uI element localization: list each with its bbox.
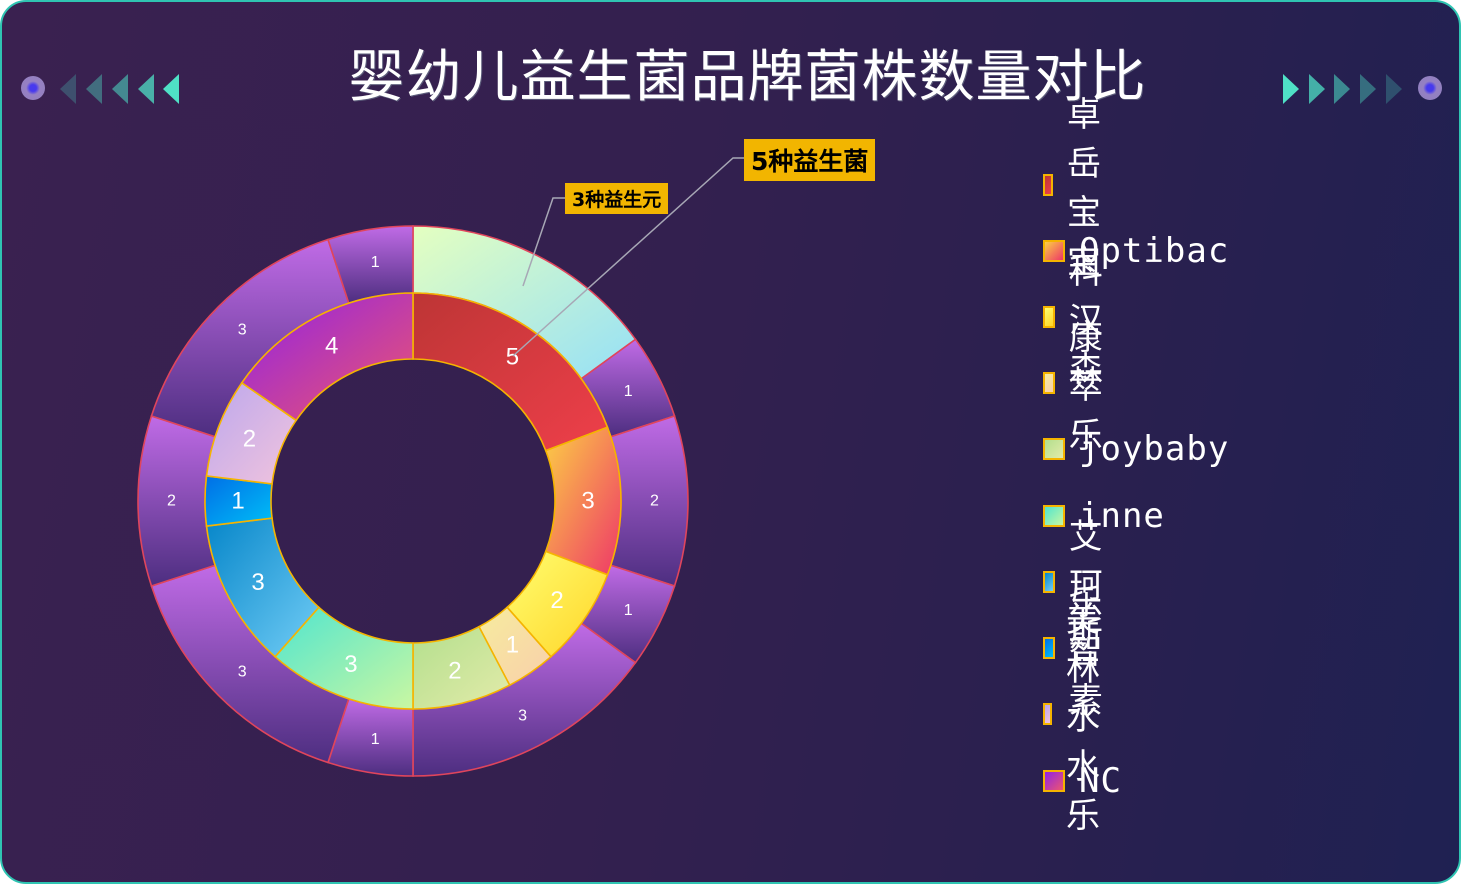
inner-ring-slice[interactable] — [240, 292, 414, 422]
left-arrow-icon — [112, 74, 128, 104]
outer-ring-slice[interactable] — [137, 415, 217, 587]
legend-item-nc[interactable]: NC — [1043, 761, 1122, 801]
legend-item-optibac[interactable]: Optibac — [1043, 231, 1229, 271]
legend-swatch — [1043, 703, 1052, 725]
legend-item-zhuoyue[interactable]: 卓岳宝宝 — [1043, 95, 1114, 282]
outer-ring-value-label: 3 — [238, 663, 247, 680]
right-arrow-icon — [1283, 74, 1299, 104]
legend-label: NC — [1079, 761, 1122, 801]
legend-swatch — [1043, 438, 1065, 460]
legend-swatch — [1043, 571, 1055, 593]
outer-ring-value-label: 1 — [371, 254, 380, 271]
inner-ring-value-label: 1 — [231, 488, 244, 515]
legend-item-kehansen[interactable]: 科汉森 — [1043, 252, 1114, 390]
legend-item-aikesi[interactable]: 艾珂斯 — [1043, 517, 1114, 655]
inner-ring-value-label: 3 — [581, 488, 594, 515]
legend-swatch — [1043, 637, 1055, 659]
inner-ring-value-label: 3 — [344, 651, 357, 678]
outer-ring-value-label: 1 — [624, 383, 633, 400]
inner-ring-value-label: 2 — [550, 587, 563, 614]
outer-ring-value-label: 1 — [624, 602, 633, 619]
legend-swatch — [1043, 770, 1065, 792]
outer-ring: 1 2 1 3 1 3 2 3 1 — [137, 225, 689, 777]
legend-item-kangcuile[interactable]: 康萃乐 — [1043, 318, 1114, 456]
inner-ring: 5 3 2 1 2 3 3 1 2 4 — [204, 292, 622, 710]
right-dot-icon — [1418, 76, 1442, 100]
legend-label: 美林水水乐 — [1065, 599, 1101, 836]
outer-ring-value-label: 3 — [518, 708, 527, 725]
left-arrow-icon — [86, 74, 102, 104]
legend-label: 乐智素 — [1068, 582, 1104, 721]
inner-ring-value-label: 2 — [243, 425, 256, 452]
legend-item-meilin[interactable]: 美林水水乐 — [1043, 600, 1114, 836]
left-arrow-icon — [60, 74, 76, 104]
legend-swatch — [1043, 174, 1054, 196]
legend-label: 科汉森 — [1068, 251, 1104, 390]
left-arrow-icon — [138, 74, 154, 104]
legend-swatch — [1043, 306, 1055, 328]
legend-label: joybaby — [1079, 429, 1230, 469]
legend-label: Optibac — [1079, 231, 1230, 271]
legend-swatch — [1043, 505, 1065, 527]
legend-label: 康萃乐 — [1068, 317, 1104, 456]
outer-ring-value-label: 1 — [371, 731, 380, 748]
inner-ring-value-label: 5 — [506, 343, 519, 370]
inner-ring-value-label: 4 — [325, 333, 338, 360]
legend-label: 卓岳宝宝 — [1067, 95, 1103, 282]
legend-swatch — [1043, 372, 1055, 394]
inner-ring-value-label: 2 — [448, 657, 461, 684]
legend-item-joybaby[interactable]: joybaby — [1043, 429, 1229, 469]
outer-ring-value-label: 2 — [167, 493, 176, 510]
prebiotic-callout: 3种益生元 — [565, 183, 669, 214]
legend-swatch — [1043, 240, 1065, 262]
legend-item-lezhisu[interactable]: 乐智素 — [1043, 583, 1114, 721]
probiotic-callout: 5种益生菌 — [744, 139, 876, 181]
callout-leader-lines — [512, 157, 745, 357]
outer-ring-value-label: 3 — [238, 322, 247, 339]
left-dot-icon — [21, 76, 45, 100]
legend-label: inne — [1079, 496, 1165, 536]
right-arrow-icon — [1360, 74, 1376, 104]
inner-ring-value-label: 1 — [506, 632, 519, 659]
legend-item-inne[interactable]: inne — [1043, 496, 1165, 536]
left-arrow-icon — [163, 74, 179, 104]
outer-ring-value-label: 2 — [650, 493, 659, 510]
right-arrow-icon — [1309, 74, 1325, 104]
legend-label: 艾珂斯 — [1068, 516, 1104, 655]
chart-title: 婴幼儿益生菌品牌菌株数量对比 — [348, 45, 1147, 110]
right-arrow-icon — [1386, 74, 1402, 104]
inner-ring-value-label: 3 — [251, 569, 264, 596]
right-arrow-icon — [1334, 74, 1350, 104]
